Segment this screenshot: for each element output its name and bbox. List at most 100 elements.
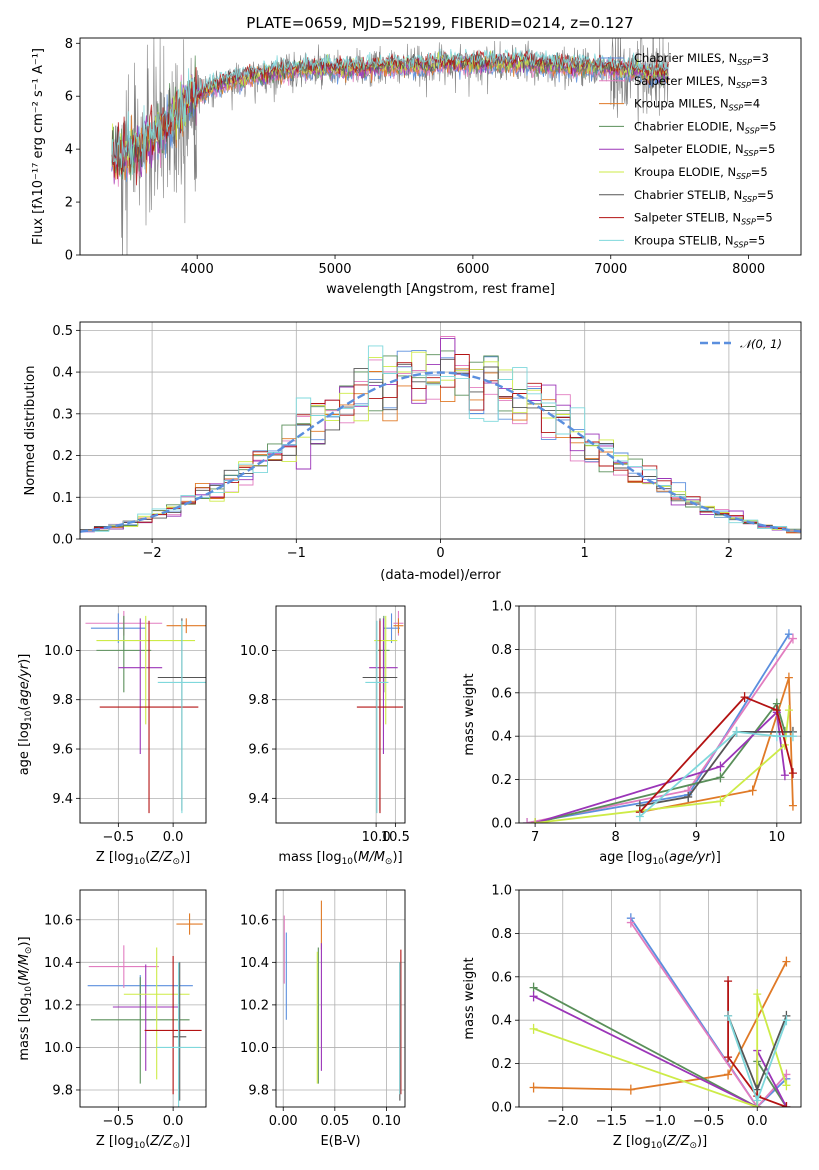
weight-marker — [626, 917, 635, 928]
weight-line-kroupa-elodie — [533, 993, 788, 1107]
ticks: −2.0 −1.5 −1.0 −0.5 0.0 0.0 0.2 0.4 0.6 0.8 1.0 — [491, 884, 767, 1130]
weight-marker — [635, 811, 644, 822]
x-tick-label: 0.0 — [747, 1114, 768, 1129]
x-tick-label: −0.5 — [693, 1114, 725, 1129]
y-tick-label: 10.4 — [240, 956, 269, 971]
histogram-chabrier-stelib — [80, 358, 801, 533]
weight-line-kroupa-elodie — [534, 710, 790, 823]
x-axis-label: mass [log10(M/M⊙)] — [278, 850, 402, 867]
y-tick-label: 0.6 — [491, 686, 512, 701]
observed-spectrum — [111, 38, 669, 255]
weight-marker — [784, 672, 793, 683]
x-tick-label: 2 — [725, 546, 733, 561]
y-tick-label: 0.0 — [491, 1101, 512, 1116]
weight-marker — [716, 796, 725, 807]
y-tick-label: 10.6 — [240, 913, 269, 928]
weight-marker — [523, 818, 532, 823]
y-tick-label: 10.2 — [240, 998, 269, 1013]
y-tick-label: 0.1 — [52, 491, 73, 506]
error-bars — [356, 610, 404, 814]
mass-vs-metallicity-panel: −0.5 0.0 9.8 10.0 10.2 10.4 10.6 Z [log10(Z/Z⊙)… — [17, 889, 207, 1151]
y-tick-label: 0.6 — [491, 970, 512, 985]
legend-entry: Kroupa MILES, NSSP=4 — [634, 97, 760, 113]
model-spectrum-kroupa-stelib — [111, 48, 669, 175]
weight-marker — [748, 785, 757, 796]
y-tick-label: 10.6 — [44, 913, 73, 928]
axes-frame — [518, 605, 802, 824]
error-bars — [85, 610, 206, 814]
histogram-salpeter-elodie — [80, 337, 801, 533]
y-tick-label: 0.0 — [491, 817, 512, 832]
x-tick-label: 0.05 — [320, 1114, 349, 1129]
y-tick-label: 0.8 — [491, 643, 512, 658]
weight-marker — [529, 1082, 538, 1093]
ticks: 7 8 9 10 0.0 0.2 0.4 0.6 0.8 1.0 — [491, 600, 785, 846]
weight-line-chabrier-miles — [526, 633, 790, 823]
legend-entry: Salpeter STELIB, NSSP=5 — [634, 211, 773, 227]
y-tick-label: 0.2 — [491, 1057, 512, 1072]
y-tick-label: 0 — [65, 249, 73, 264]
weight-marker — [788, 731, 797, 742]
weight-marker — [753, 1095, 762, 1106]
x-tick-label: 7000 — [594, 262, 627, 277]
weight-marker — [772, 705, 781, 716]
residual-histogram-panel: −2 −1 0 1 2 0.0 0.1 0.2 0.3 0.4 0.5 𝒩(0, 1) (data-mo… — [23, 321, 802, 583]
ticks: 4000 5000 6000 7000 8000 0 2 4 6 8 — [65, 37, 765, 277]
y-tick-label: 0.8 — [491, 927, 512, 942]
x-tick-label: −0.5 — [103, 830, 135, 845]
x-tick-label: −0.5 — [103, 1114, 135, 1129]
weight-marker — [740, 692, 749, 703]
figure-title: PLATE=0659, MJD=52199, FIBERID=0214, z=0… — [246, 14, 633, 32]
x-tick-label: −1 — [287, 546, 306, 561]
y-tick-label: 0.2 — [491, 773, 512, 788]
mass-vs-ebv-panel: 0.00 0.05 0.10 9.8 10.0 10.2 10.4 10.6 E(B-V) — [240, 889, 406, 1149]
weight-marker — [529, 991, 538, 1002]
ticks: 10.010.59.49.69.810.0 — [240, 644, 410, 845]
weight-marker — [531, 818, 540, 823]
x-tick-label: 0.0 — [163, 830, 184, 845]
weight-marker — [784, 629, 793, 640]
x-tick-label: 10.0 — [362, 830, 391, 845]
ticks: −2 −1 0 1 2 0.0 0.1 0.2 0.3 0.4 0.5 — [52, 324, 733, 561]
histograms — [80, 336, 801, 534]
weight-line-salpeter-stelib — [639, 696, 794, 813]
legend: Chabrier MILES, NSSP=3 Salpeter MILES, NS… — [599, 51, 776, 249]
y-axis-label: Flux [fλ10⁻¹⁷ erg cm⁻² s⁻¹ A⁻¹] — [31, 48, 46, 245]
x-tick-label: 1 — [581, 546, 589, 561]
weight-vs-metallicity-panel: −2.0 −1.5 −1.0 −0.5 0.0 0.0 0.2 0.4 0.6 0.8 1.0 Z [… — [462, 884, 802, 1151]
y-tick-label: 10.0 — [240, 1041, 269, 1056]
y-tick-label: 0.3 — [52, 407, 73, 422]
x-tick-label: 0.10 — [372, 1114, 401, 1129]
x-axis-label: Z [log10(Z/Z⊙)] — [96, 1134, 190, 1151]
weight-marker — [784, 705, 793, 716]
x-axis-label: wavelength [Angstrom, rest frame] — [326, 282, 555, 297]
weight-marker — [782, 1080, 791, 1091]
y-tick-label: 9.6 — [248, 743, 269, 758]
weight-marker — [626, 1084, 635, 1095]
y-tick-label: 10.4 — [44, 956, 73, 971]
grid — [80, 606, 206, 823]
weight-line-chabrier-elodie — [534, 701, 786, 823]
legend-entry: Salpeter ELODIE, NSSP=5 — [634, 142, 775, 158]
x-tick-label: −1.5 — [596, 1114, 628, 1129]
x-tick-label: −2 — [143, 546, 162, 561]
grid — [276, 890, 405, 1107]
error-bars — [87, 913, 203, 1107]
x-axis-label: Z [log10(Z/Z⊙)] — [613, 1134, 707, 1151]
weight-marker — [788, 768, 797, 779]
x-tick-label: 6000 — [456, 262, 489, 277]
y-axis-label: age [log10(age/yr)] — [17, 654, 34, 776]
y-tick-label: 6 — [65, 90, 73, 105]
legend-entry: Kroupa STELIB, NSSP=5 — [634, 233, 765, 249]
x-tick-label: 8000 — [732, 262, 765, 277]
y-tick-label: 1.0 — [491, 884, 512, 899]
x-tick-label: 0.00 — [269, 1114, 298, 1129]
axes-frame — [275, 889, 406, 1108]
y-axis-label: mass weight — [462, 673, 477, 755]
age-vs-mass-panel: 10.010.59.49.69.810.0 mass [log10(M/M⊙)] — [240, 605, 410, 867]
weight-line-salpeter-elodie — [534, 710, 786, 823]
y-tick-label: 10.2 — [44, 998, 73, 1013]
age-vs-metallicity-panel: −0.5 0.0 9.4 9.6 9.8 10.0 Z [log10(Z/Z⊙)] age [… — [17, 605, 207, 867]
legend: 𝒩(0, 1) — [700, 337, 782, 351]
